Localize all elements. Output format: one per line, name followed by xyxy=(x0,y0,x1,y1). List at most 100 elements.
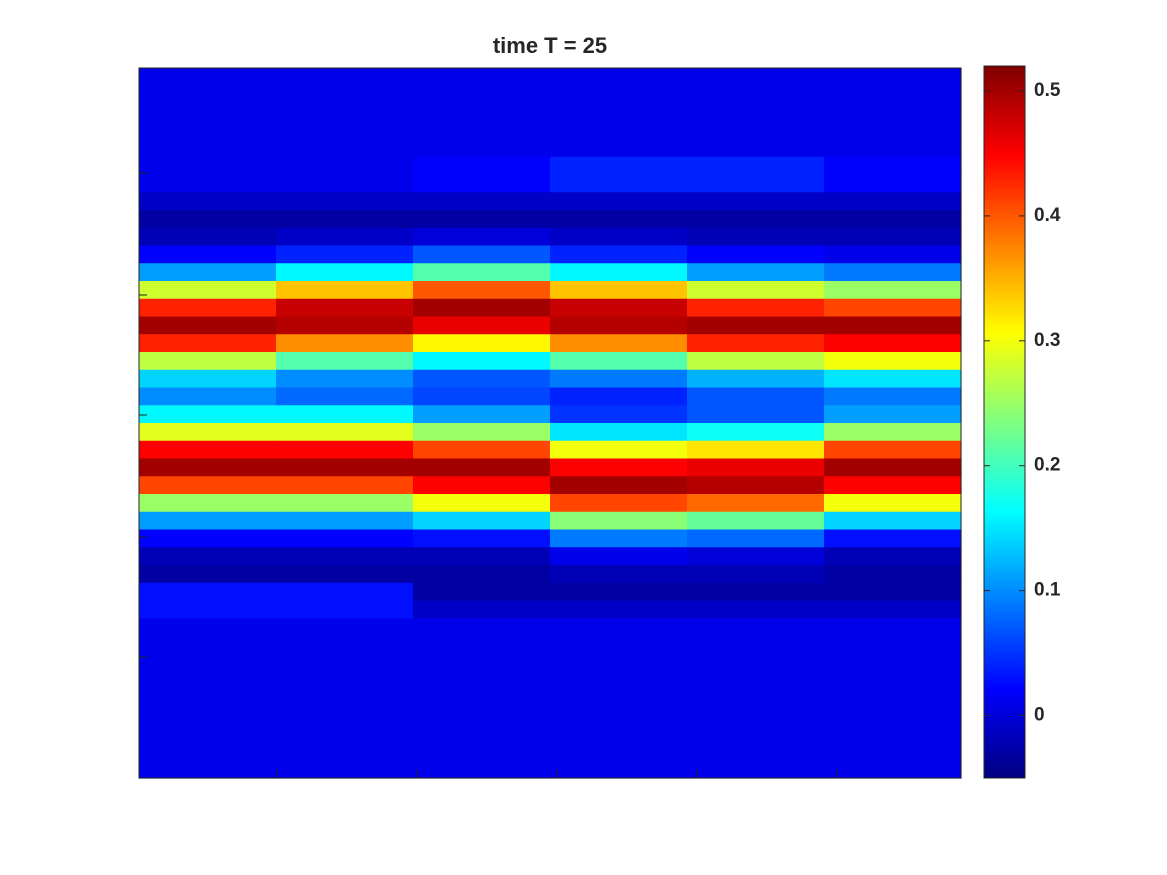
cell xyxy=(413,352,551,371)
cell xyxy=(687,298,825,318)
cell xyxy=(687,139,825,158)
cell xyxy=(824,103,962,122)
cell xyxy=(550,369,688,389)
cell xyxy=(413,529,551,548)
cell xyxy=(413,334,551,353)
cell xyxy=(413,547,551,566)
cell xyxy=(687,334,825,353)
cell xyxy=(824,245,962,264)
cell xyxy=(413,423,551,442)
cell xyxy=(139,227,277,247)
colorbar-tick-label: 0 xyxy=(1034,705,1045,726)
cell xyxy=(276,352,414,371)
cell xyxy=(550,68,688,87)
cell xyxy=(276,68,414,87)
cell xyxy=(139,529,277,548)
cell xyxy=(824,210,962,229)
cell xyxy=(276,600,414,619)
cell xyxy=(276,689,414,708)
cell xyxy=(824,636,962,655)
cell xyxy=(413,316,551,335)
cell xyxy=(276,440,414,460)
cell xyxy=(550,387,688,406)
cell xyxy=(413,245,551,264)
cell xyxy=(687,724,825,744)
cell xyxy=(824,440,962,460)
cell xyxy=(139,210,277,229)
cell xyxy=(413,227,551,247)
cell xyxy=(413,68,551,87)
cell xyxy=(550,760,688,779)
cell xyxy=(687,494,825,513)
cell xyxy=(687,263,825,282)
cell xyxy=(276,547,414,566)
cell xyxy=(824,689,962,708)
cell xyxy=(824,174,962,193)
cell xyxy=(276,139,414,158)
cell xyxy=(276,636,414,655)
cell xyxy=(824,85,962,105)
colorbar-tick-label: 0.5 xyxy=(1034,80,1061,101)
cell xyxy=(139,458,277,477)
cell xyxy=(139,156,277,176)
cell xyxy=(413,742,551,761)
cell xyxy=(139,245,277,264)
colorbar-tick-label: 0.4 xyxy=(1034,205,1061,226)
cell xyxy=(413,387,551,406)
cell xyxy=(824,139,962,158)
cell xyxy=(687,529,825,548)
cell xyxy=(687,689,825,708)
cell xyxy=(550,156,688,176)
cell xyxy=(550,139,688,158)
cell xyxy=(276,263,414,282)
cell xyxy=(824,494,962,513)
cell xyxy=(550,458,688,477)
cell xyxy=(824,547,962,566)
cell xyxy=(550,653,688,673)
cell xyxy=(139,476,277,495)
cell xyxy=(413,174,551,193)
cell xyxy=(139,85,277,105)
cell xyxy=(139,369,277,389)
cell xyxy=(824,227,962,247)
cell xyxy=(687,671,825,690)
cell xyxy=(550,547,688,566)
cell xyxy=(276,103,414,122)
cell xyxy=(413,192,551,211)
cell xyxy=(550,263,688,282)
cell xyxy=(139,139,277,158)
plot-frame xyxy=(138,67,962,779)
cell xyxy=(276,316,414,335)
cell xyxy=(413,494,551,513)
cell xyxy=(824,68,962,87)
cell xyxy=(824,369,962,389)
cell xyxy=(824,671,962,690)
cell xyxy=(824,760,962,779)
cell xyxy=(687,511,825,531)
cell xyxy=(687,281,825,300)
cell xyxy=(413,281,551,300)
cell xyxy=(276,121,414,140)
cell xyxy=(824,156,962,176)
cell xyxy=(413,618,551,637)
cell xyxy=(276,458,414,477)
cell xyxy=(413,458,551,477)
cell xyxy=(550,298,688,318)
cell xyxy=(687,369,825,389)
cell xyxy=(687,103,825,122)
cell xyxy=(824,653,962,673)
cell xyxy=(413,103,551,122)
cell xyxy=(550,174,688,193)
cell xyxy=(550,689,688,708)
cell xyxy=(276,423,414,442)
cell xyxy=(413,760,551,779)
cell xyxy=(139,68,277,87)
cell xyxy=(824,121,962,140)
cell xyxy=(824,458,962,477)
cell xyxy=(687,316,825,335)
cell xyxy=(687,423,825,442)
cell xyxy=(687,387,825,406)
cell xyxy=(687,156,825,176)
cell xyxy=(139,742,277,761)
